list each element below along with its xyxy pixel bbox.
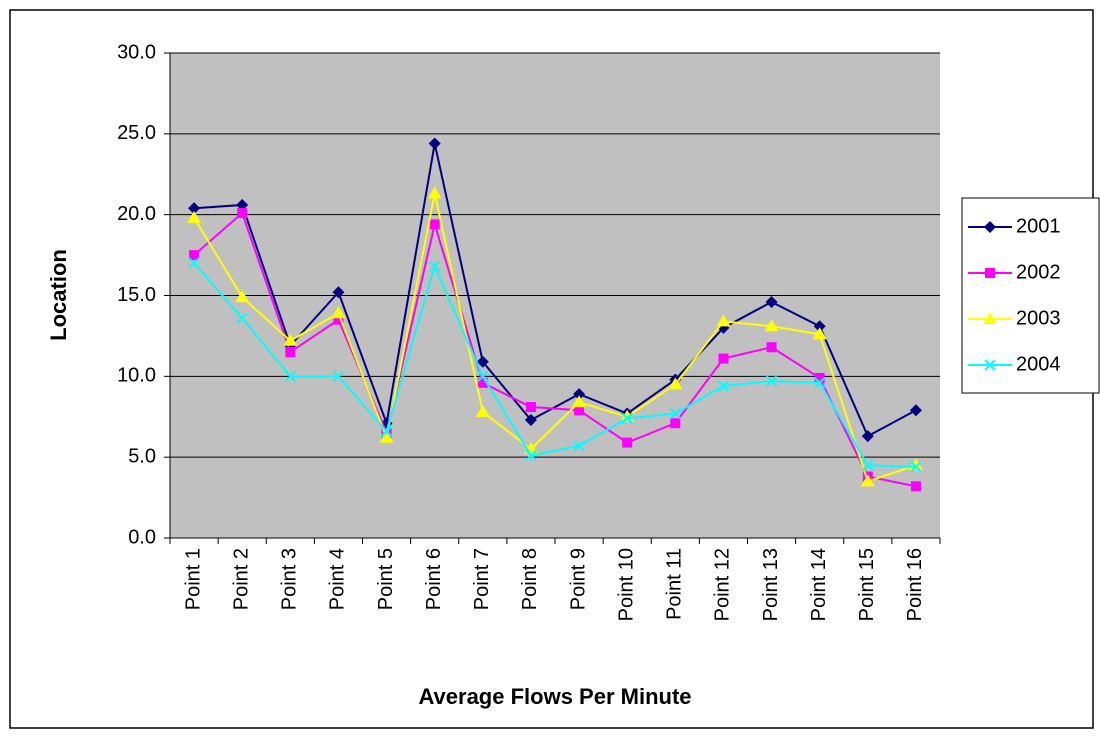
point: [525, 449, 537, 462]
legend-label: 2001: [1016, 215, 1061, 237]
point: [909, 404, 922, 417]
point: [861, 430, 874, 443]
point: [236, 312, 248, 324]
x-tick-label: Point 7: [471, 548, 493, 610]
point: [333, 314, 344, 325]
point: [668, 377, 683, 390]
x-tick-label: Point 5: [375, 548, 397, 610]
x-tick-label: Point 2: [230, 548, 252, 610]
point: [379, 430, 394, 443]
series-line: [193, 193, 917, 483]
series-line: [193, 143, 917, 438]
point: [717, 380, 730, 392]
point: [428, 137, 441, 150]
point: [188, 257, 200, 269]
point: [284, 370, 297, 383]
point: [764, 319, 779, 332]
legend-label: 2002: [1016, 261, 1061, 283]
point: [189, 250, 200, 261]
point: [670, 418, 681, 429]
point: [573, 388, 586, 401]
y-tick-label: 10.0: [117, 365, 156, 387]
x-tick-label: Point 15: [856, 548, 878, 621]
point: [716, 314, 731, 327]
point: [236, 198, 249, 211]
point: [669, 407, 682, 420]
x-axis-title: Average Flows Per Minute: [418, 684, 691, 709]
x-tick-label: Point 4: [327, 548, 349, 610]
x-tick-label: Point 16: [904, 548, 926, 621]
point: [860, 474, 875, 487]
point: [812, 327, 827, 340]
point: [428, 260, 441, 273]
x-tick-label: Point 8: [519, 548, 541, 610]
point: [814, 372, 825, 383]
point: [766, 342, 777, 353]
point: [765, 375, 778, 387]
point: [985, 268, 995, 278]
point: [574, 405, 585, 416]
y-tick-label: 30.0: [117, 41, 156, 63]
point: [429, 219, 440, 230]
x-tick-label: Point 3: [279, 548, 301, 610]
x-tick-label: Point 6: [423, 548, 445, 610]
point: [477, 377, 488, 388]
point: [984, 221, 996, 233]
y-tick-label: 0.0: [128, 526, 156, 548]
series-line: [193, 211, 917, 488]
point: [621, 412, 633, 425]
point: [622, 437, 633, 448]
y-tick-label: 20.0: [117, 203, 156, 225]
x-tick-label: Point 14: [808, 548, 830, 621]
y-tick-label: 25.0: [117, 122, 156, 144]
point: [285, 347, 296, 358]
point: [332, 286, 345, 299]
point: [380, 425, 393, 438]
y-tick-label: 5.0: [128, 445, 156, 467]
point: [765, 295, 778, 308]
x-tick-label: Point 9: [567, 548, 589, 610]
x-tick-label: Point 10: [615, 548, 637, 621]
point: [332, 370, 345, 383]
y-tick-label: 15.0: [117, 284, 156, 306]
point: [718, 353, 729, 364]
x-tick-label: Point 13: [760, 548, 782, 621]
legend-label: 2004: [1016, 353, 1061, 375]
point: [427, 186, 442, 199]
point: [235, 290, 250, 303]
point: [910, 461, 922, 473]
point: [984, 359, 996, 371]
point: [331, 306, 346, 319]
point: [983, 312, 997, 324]
point: [188, 202, 201, 215]
point: [813, 320, 826, 333]
y-axis-title: Location: [46, 249, 71, 341]
x-tick-label: Point 11: [664, 548, 686, 620]
point: [475, 404, 490, 417]
legend-label: 2003: [1016, 307, 1061, 329]
x-tick-label: Point 1: [182, 548, 204, 610]
point: [477, 370, 489, 383]
point: [572, 395, 587, 408]
point: [813, 377, 826, 389]
point: [525, 402, 536, 413]
point: [573, 440, 585, 452]
point: [862, 459, 874, 471]
point: [524, 413, 537, 426]
point: [187, 210, 202, 223]
point: [237, 208, 248, 219]
point: [283, 333, 298, 346]
point: [910, 481, 921, 492]
x-tick-label: Point 12: [712, 548, 734, 621]
series-line: [193, 262, 916, 468]
point: [476, 355, 489, 368]
